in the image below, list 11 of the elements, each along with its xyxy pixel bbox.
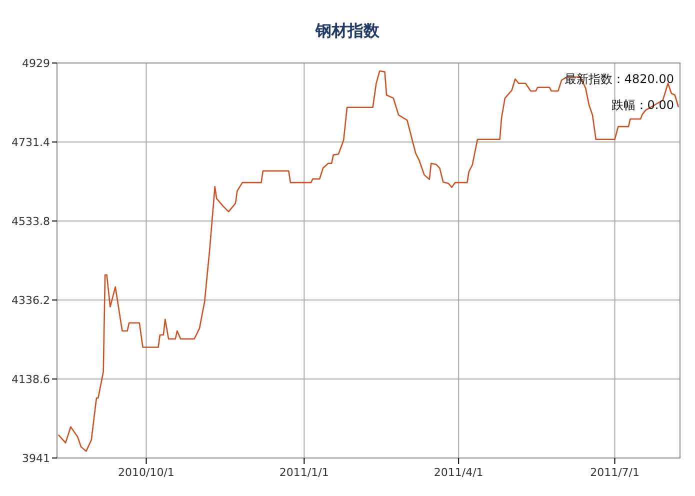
x-tick-label: 2010/10/1 [118, 466, 174, 479]
y-tick-label: 4138.6 [12, 373, 50, 386]
x-tick-label: 2011/4/1 [434, 466, 484, 479]
x-tick-label: 2011/1/1 [279, 466, 329, 479]
y-tick-label: 4731.4 [12, 136, 50, 149]
y-tick-label: 4929 [22, 57, 50, 70]
x-tick-label: 2011/7/1 [590, 466, 640, 479]
y-tick-label: 3941 [22, 452, 50, 465]
chart-title: 钢材指数 [314, 21, 380, 40]
y-tick-label: 4533.8 [12, 215, 50, 228]
y-tick-label: 4336.2 [12, 294, 50, 307]
